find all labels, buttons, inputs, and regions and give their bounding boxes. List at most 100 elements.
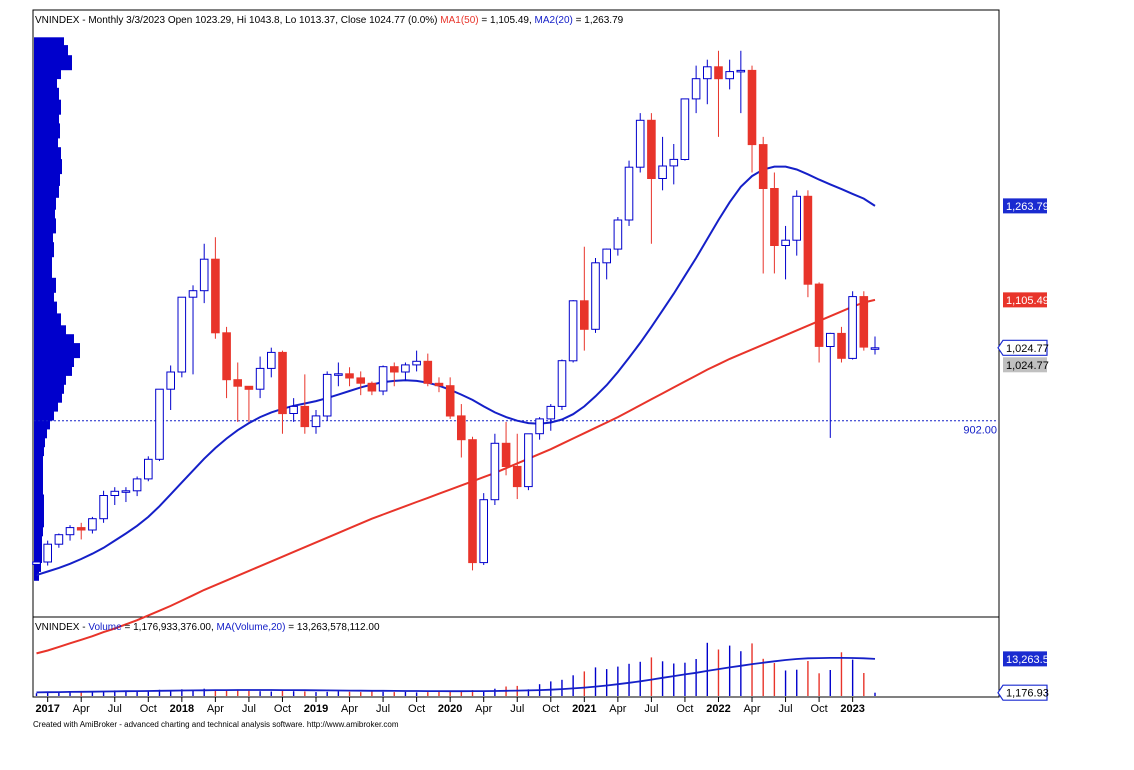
candle-up — [155, 388, 164, 460]
candle-down — [367, 382, 377, 392]
ma2-line-group — [36, 165, 876, 577]
candle-up — [792, 195, 802, 241]
candle-up — [535, 418, 544, 435]
candle-up — [826, 332, 835, 347]
candle-up — [658, 165, 667, 179]
x-tick-label: 2020 — [438, 703, 462, 715]
price-tag-text: 1,024.77 — [1006, 343, 1049, 355]
candle-up — [703, 66, 712, 80]
volume-header-prefix: VNINDEX - — [35, 622, 88, 633]
footer-credit: Created with AmiBroker - advanced charti… — [33, 720, 399, 729]
candle-down — [837, 332, 846, 359]
volume-profile-bar — [34, 441, 44, 457]
x-tick-label: 2021 — [572, 703, 596, 715]
ma2-line — [36, 165, 876, 577]
volume-profile-bar — [34, 485, 43, 501]
x-tick-label: Apr — [609, 703, 626, 715]
candle-down — [390, 366, 399, 373]
candle-up — [781, 239, 790, 246]
candle-up — [99, 495, 108, 520]
candle-up — [848, 296, 857, 359]
volume-profile-bar — [34, 277, 56, 293]
candle-down — [501, 442, 511, 467]
candle-down — [222, 332, 231, 381]
candle-up — [635, 119, 645, 168]
chart-header: VNINDEX - Monthly 3/3/2023 Open 1023.29,… — [35, 15, 624, 26]
ma1-line — [36, 298, 876, 655]
candle-up — [43, 543, 53, 563]
volume-profile-bar — [34, 87, 59, 103]
candle-up — [624, 166, 634, 221]
candle-down — [747, 69, 757, 146]
ma2-label: MA2(20) — [535, 15, 573, 26]
x-axis: 2017 Apr Jul Oct 2018 Apr Jul Oct 2019 Apr Jul Oct 2… — [35, 697, 865, 715]
volume-profile-bar — [34, 512, 44, 528]
candle-down — [300, 405, 310, 428]
candle-down — [758, 144, 768, 190]
x-tick-label: Apr — [475, 703, 492, 715]
candle-down — [423, 360, 433, 384]
volume-profile-bar — [34, 242, 54, 258]
volume-profile-bar — [34, 458, 43, 474]
candle-up — [378, 366, 388, 392]
volume-profile-bar — [34, 182, 59, 198]
x-tick-label: Oct — [676, 703, 693, 715]
candle-up — [546, 405, 556, 420]
candle-up — [602, 248, 612, 264]
volume-profile — [34, 37, 80, 581]
candle-up — [568, 300, 578, 362]
x-tick-label: Apr — [341, 703, 358, 715]
candle-up — [132, 478, 142, 492]
volume-profile-bar — [34, 521, 43, 537]
candle-down — [714, 66, 723, 80]
volume-profile-bar — [34, 194, 56, 210]
candle-down — [356, 377, 365, 384]
price-tag-box — [1003, 357, 1047, 373]
volume-ma-value: = 13,263,578,112.00 — [285, 622, 380, 633]
ma2-value: = 1,263.79 — [573, 15, 624, 26]
candle-down — [468, 439, 477, 564]
volume-profile-bar — [34, 432, 45, 448]
candle-down — [76, 527, 86, 531]
candle-down — [233, 379, 242, 387]
x-tick-label: 2022 — [706, 703, 730, 715]
candle-down — [803, 195, 813, 285]
candle-up — [669, 158, 679, 167]
candle-up — [177, 296, 187, 373]
candle-down — [434, 382, 444, 387]
candle-down — [647, 119, 656, 180]
volume-ma-line — [36, 657, 876, 694]
price-tag-text: 1,263.79 — [1006, 201, 1049, 213]
volume-profile-bar — [34, 301, 57, 317]
candle-up — [613, 219, 623, 250]
candle-up — [54, 534, 64, 545]
ma1-line-group — [36, 298, 876, 655]
volume-profile-bar — [34, 503, 44, 519]
candle-down — [457, 415, 466, 441]
candle-down — [814, 283, 824, 347]
candle-up — [736, 69, 746, 73]
candle-down — [211, 258, 220, 334]
x-tick-label: Apr — [207, 703, 224, 715]
volume-value: = 1,176,933,376.00, — [122, 622, 217, 633]
volume-tag-text: 13,263.57 — [1006, 654, 1055, 666]
volume-profile-bar — [34, 494, 44, 510]
candle-down — [512, 465, 522, 488]
x-tick-label: Apr — [743, 703, 760, 715]
candle-up — [725, 71, 735, 80]
candle-down — [770, 188, 779, 246]
volume-bars — [35, 642, 876, 696]
ma1-value: = 1,105.49, — [479, 15, 535, 26]
volume-profile-bar — [34, 548, 42, 563]
x-tick-label: Jul — [510, 703, 524, 715]
candle-up — [65, 527, 75, 536]
x-tick-label: 2023 — [840, 703, 864, 715]
price-tag-text: 1,024.77 — [1006, 360, 1049, 372]
candle-up — [322, 373, 332, 417]
price-tag-box — [1003, 292, 1047, 308]
x-tick-label: 2018 — [170, 703, 194, 715]
candle-up — [144, 458, 153, 480]
volume-label: Volume — [88, 622, 122, 633]
volume-ma-label: MA(Volume,20) — [217, 622, 286, 633]
volume-ma-group — [36, 657, 876, 694]
